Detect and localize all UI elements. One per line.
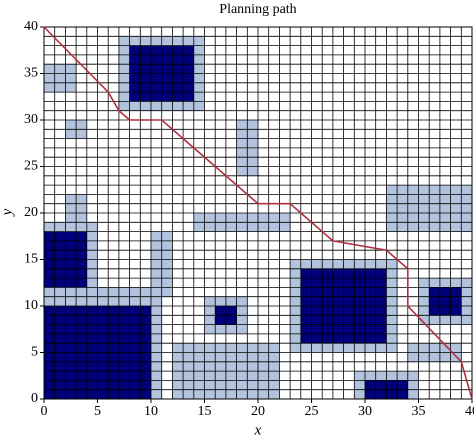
x-tick-label: 25 xyxy=(305,404,319,419)
y-tick-label: 0 xyxy=(31,391,38,406)
y-tick-label: 10 xyxy=(24,298,38,313)
x-tick-label: 35 xyxy=(412,404,426,419)
y-tick-label: 5 xyxy=(31,345,38,360)
y-tick-label: 35 xyxy=(24,66,38,81)
chart-title: Planning path xyxy=(219,2,296,17)
y-tick-label: 25 xyxy=(24,159,38,174)
y-tick-label: 30 xyxy=(24,112,38,127)
y-tick-label: 40 xyxy=(24,19,38,34)
x-tick-label: 10 xyxy=(144,404,158,419)
x-tick-label: 0 xyxy=(41,404,48,419)
inflated-cell xyxy=(44,64,77,93)
x-tick-label: 15 xyxy=(198,404,212,419)
x-tick-label: 20 xyxy=(251,404,265,419)
planned-path xyxy=(43,26,473,400)
x-axis-label: x xyxy=(254,422,262,438)
x-tick-label: 30 xyxy=(358,404,372,419)
y-axis-label: y xyxy=(0,208,15,217)
inflated-cell xyxy=(86,287,162,297)
obstacle xyxy=(429,287,462,316)
x-tick-label: 5 xyxy=(94,404,101,419)
y-tick-label: 15 xyxy=(24,252,38,267)
y-tick-label: 20 xyxy=(24,205,38,220)
x-tick-label: 40 xyxy=(465,404,474,419)
